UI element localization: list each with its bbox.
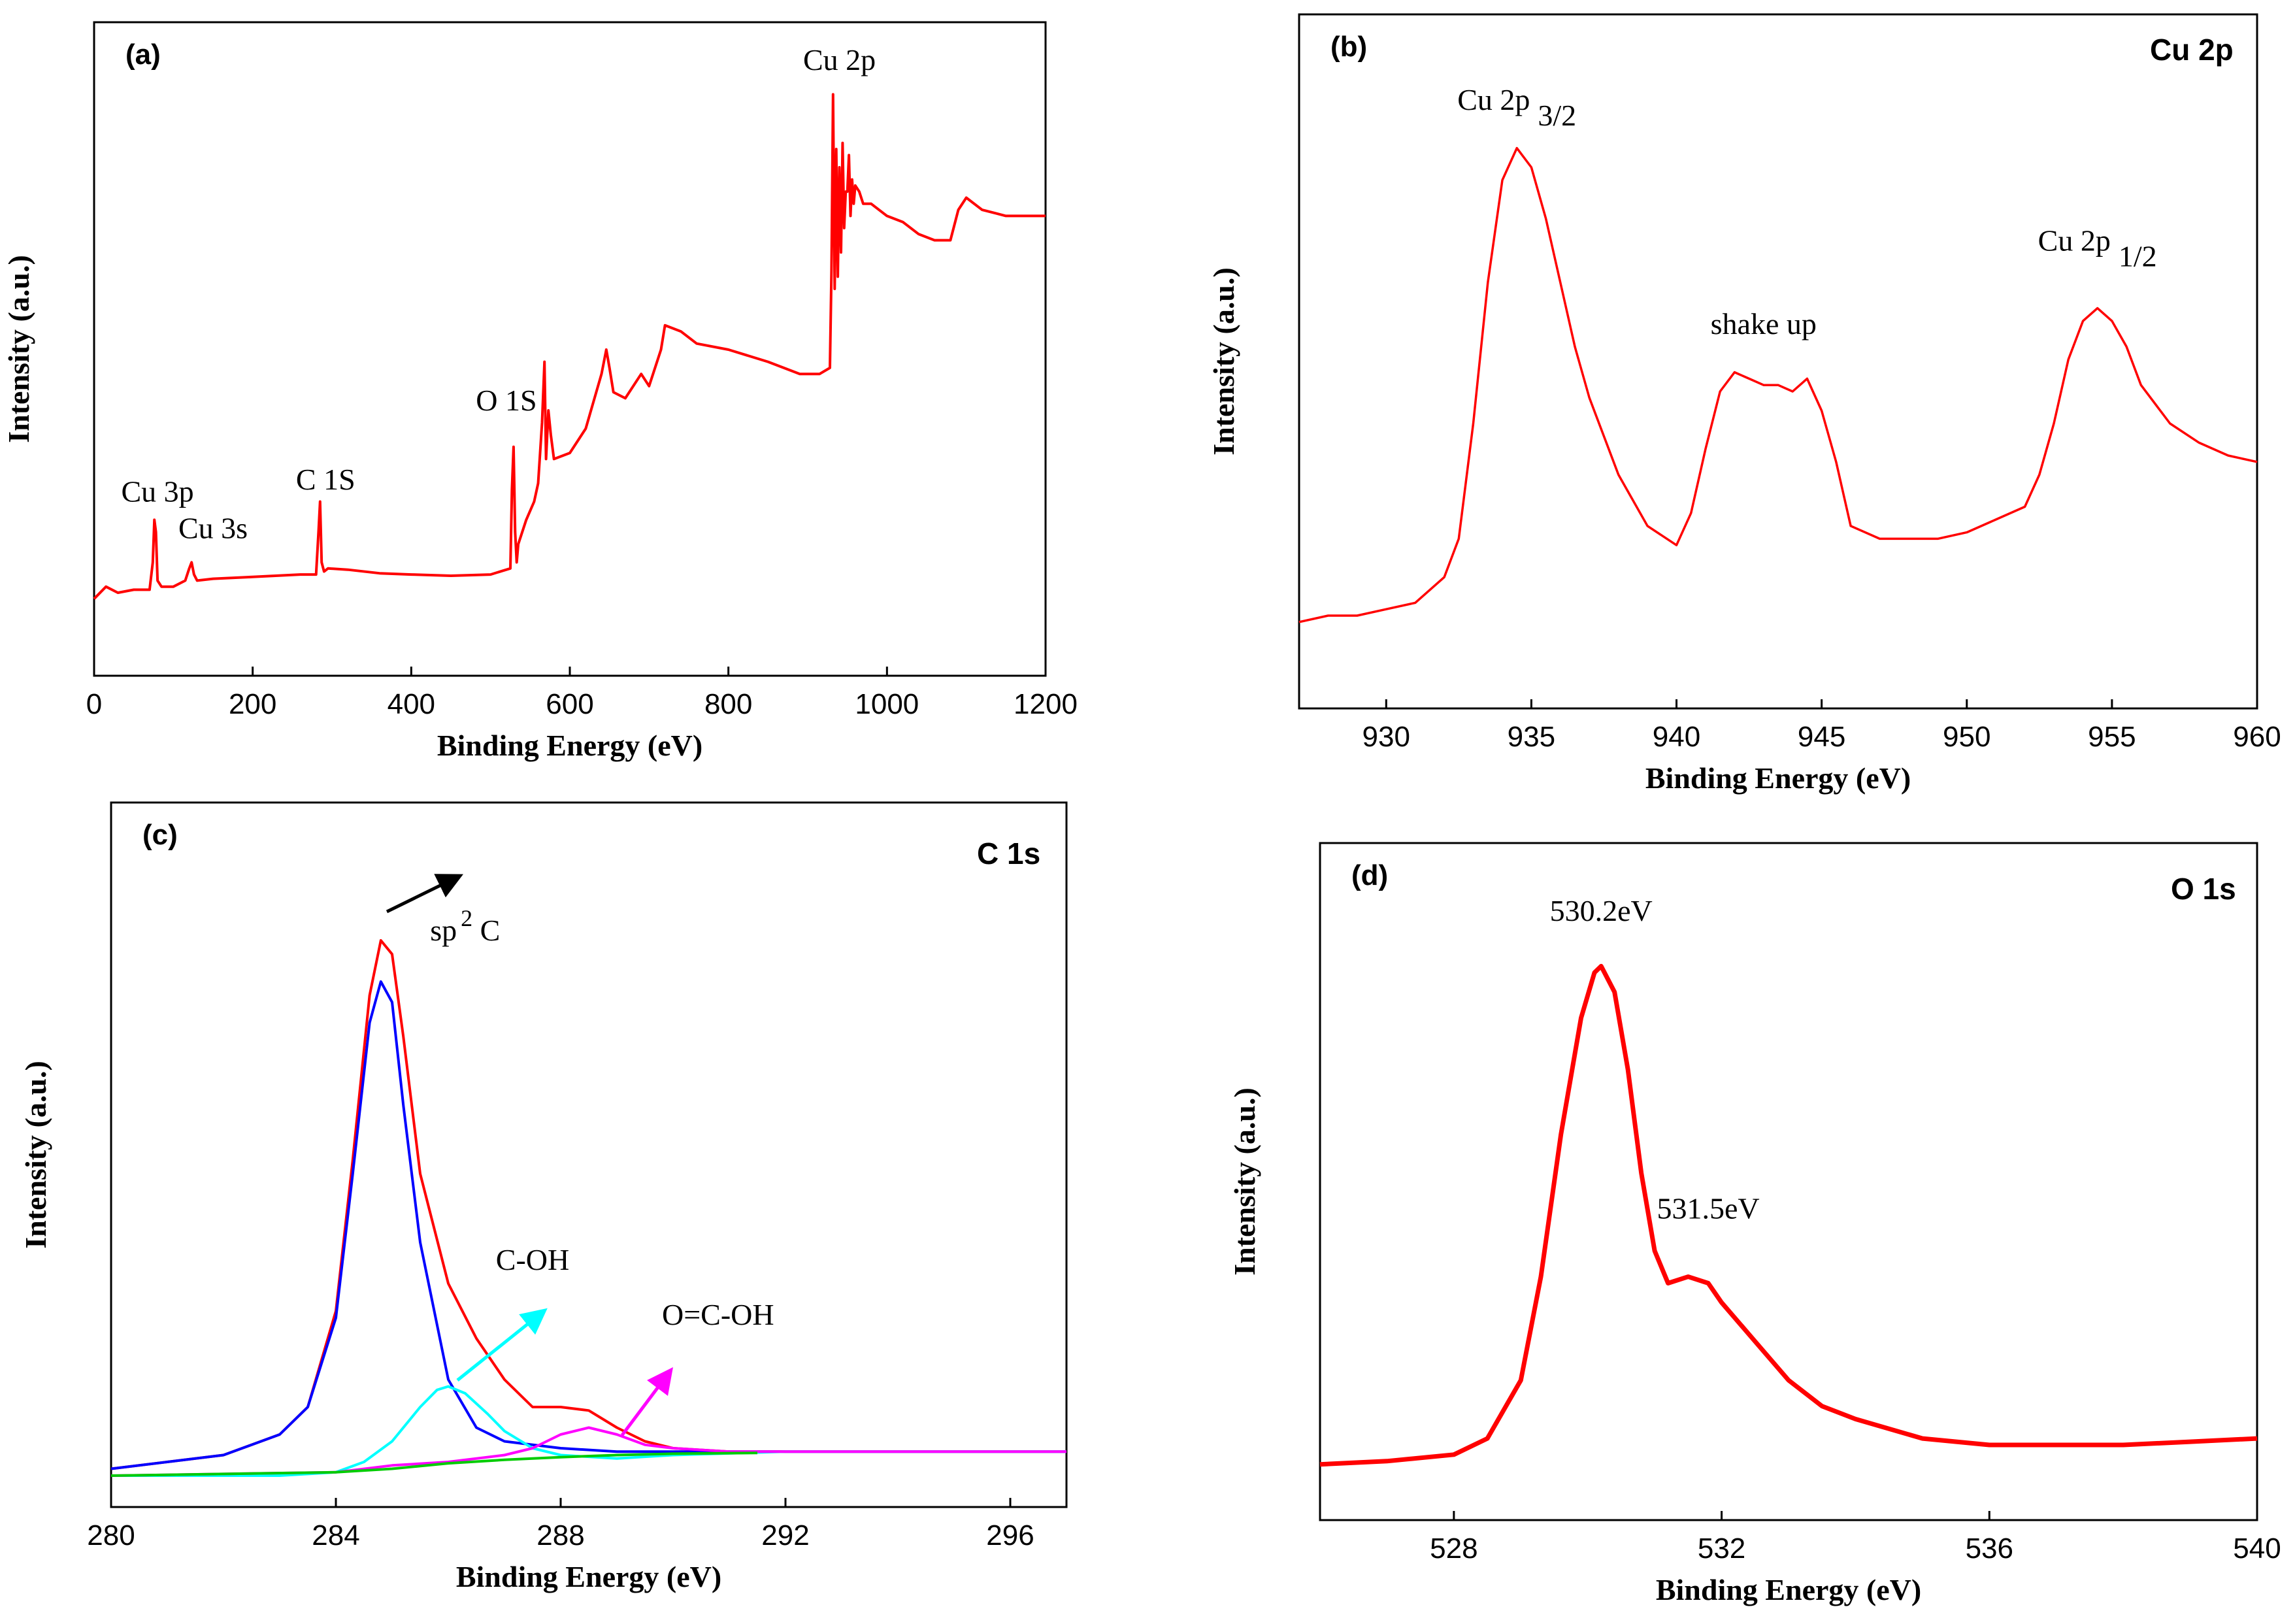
arrow-c-oh <box>456 1308 548 1382</box>
arrow-sp2c <box>386 874 463 914</box>
plot-frame <box>110 801 1068 1508</box>
y-axis-title: Intensity (a.u.) <box>1228 1087 1261 1276</box>
x-tick-label: 284 <box>312 1519 359 1551</box>
x-tick-label: 1000 <box>855 688 919 720</box>
x-tick-label: 536 <box>1966 1533 2013 1565</box>
panel-label: (c) <box>142 819 178 851</box>
x-tick-label: 292 <box>761 1519 809 1551</box>
annotation: O=C-OH <box>662 1298 774 1331</box>
annotation: C 1S <box>296 463 355 496</box>
x-axis-title: Binding Energy (eV) <box>437 729 702 762</box>
y-axis-title: Intensity (a.u.) <box>2 255 35 443</box>
annotation: Cu 3s <box>178 511 248 544</box>
series-line-o-1s <box>1319 963 2258 1467</box>
series-line-envelope <box>110 939 1066 1470</box>
x-tick-label: 400 <box>388 688 435 720</box>
panel-d: 528 532 536 540 Binding Energy (eV) Intensity… <box>1228 842 2281 1606</box>
annotation: O 1S <box>476 384 537 417</box>
annotation: Cu 2p <box>803 43 876 76</box>
series-line-o-c-oh <box>110 1426 1066 1477</box>
arrow-o-c-oh <box>621 1367 673 1436</box>
annotation: 530.2eV <box>1550 894 1653 927</box>
x-axis-title: Binding Energy (eV) <box>1645 761 1911 795</box>
x-tick-label: 960 <box>2233 721 2281 753</box>
annotation: Cu 2p 1/2 <box>2038 224 2157 273</box>
x-tick-label: 950 <box>1943 721 1990 753</box>
x-tick-label: 930 <box>1362 721 1410 753</box>
series-line-survey <box>93 93 1046 600</box>
x-tick-label: 1200 <box>1014 688 1078 720</box>
panel-label: (a) <box>125 39 161 71</box>
x-axis-title: Binding Energy (eV) <box>1656 1573 1921 1606</box>
series-line-c-oh <box>111 1385 1066 1477</box>
panel-label: (b) <box>1330 31 1367 63</box>
series-line-cu-2p <box>1298 146 2258 623</box>
series-line-baseline <box>110 1451 758 1477</box>
annotation: 531.5eV <box>1657 1192 1760 1225</box>
x-tick-label: 540 <box>2233 1533 2281 1565</box>
y-axis-title: Intensity (a.u.) <box>1207 267 1240 456</box>
annotation: Cu 3p <box>121 475 193 508</box>
x-axis-title: Binding Energy (eV) <box>456 1560 721 1593</box>
annotation: shake up <box>1711 307 1817 340</box>
corner-label: O 1s <box>2171 872 2236 906</box>
x-tick-label: 296 <box>986 1519 1034 1551</box>
x-tick-label: 288 <box>537 1519 584 1551</box>
x-tick-label: 280 <box>87 1519 135 1551</box>
x-tick-label: 955 <box>2088 721 2136 753</box>
x-tick-label: 600 <box>546 688 593 720</box>
annotation: C-OH <box>496 1243 569 1276</box>
corner-label: Cu 2p <box>2150 33 2234 67</box>
x-tick-label: 532 <box>1698 1533 1745 1565</box>
annotation: Cu 2p 3/2 <box>1457 83 1576 132</box>
plot-frame <box>1298 13 2258 710</box>
panel-a: 0 200 400 600 800 1000 1200 Binding Energy (eV)… <box>2 21 1078 762</box>
annotation: sp 2 C <box>430 905 500 947</box>
x-tick-label: 528 <box>1430 1533 1478 1565</box>
x-tick-label: 940 <box>1653 721 1700 753</box>
x-tick-label: 200 <box>229 688 276 720</box>
panel-b: 930 935 940 945 950 955 960 Binding Energy (eV)… <box>1207 13 2281 795</box>
series-line-sp2-c <box>110 980 1066 1470</box>
x-tick-label: 0 <box>86 688 102 720</box>
x-tick-label: 935 <box>1508 721 1555 753</box>
panel-label: (d) <box>1351 859 1388 891</box>
x-tick-label: 945 <box>1798 721 1845 753</box>
panel-c: 280 284 288 292 296 Binding Energy (eV) Intens… <box>19 801 1068 1593</box>
x-tick-label: 800 <box>704 688 752 720</box>
plot-frame <box>1319 842 2258 1521</box>
y-axis-title: Intensity (a.u.) <box>19 1061 52 1249</box>
corner-label: C 1s <box>977 837 1040 870</box>
